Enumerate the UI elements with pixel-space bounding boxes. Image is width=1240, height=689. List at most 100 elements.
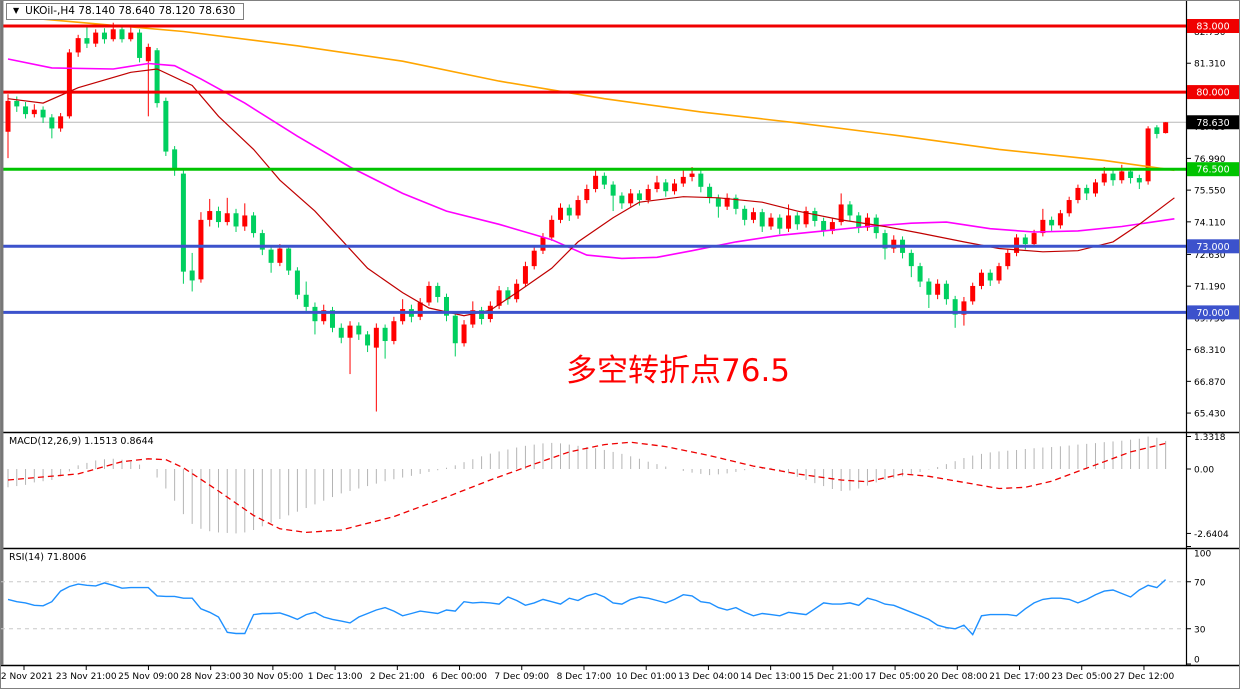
macd-scale-label: 1.3318 <box>1194 433 1226 443</box>
candle-body <box>882 233 888 249</box>
candle-body <box>110 29 116 40</box>
candle-body <box>935 283 941 295</box>
candle-body <box>145 46 151 62</box>
candle-body <box>829 222 835 231</box>
price-tick-label: 74.110 <box>1194 218 1226 228</box>
price-badge-label: 76.500 <box>1196 165 1229 176</box>
time-tick-label: 23 Dec 05:00 <box>1051 672 1112 682</box>
symbol-dropdown-icon[interactable]: ▼ <box>13 6 20 15</box>
candle-body <box>479 310 485 319</box>
candle-body <box>707 186 713 198</box>
candle-body <box>189 270 195 281</box>
candle-body <box>66 52 72 117</box>
time-tick-label: 7 Dec 09:00 <box>494 672 549 682</box>
candle-body <box>549 219 555 238</box>
candle-body <box>943 283 949 300</box>
annotation-text: 多空转折点76.5 <box>566 353 791 389</box>
candle-body <box>821 220 827 231</box>
candle-body <box>505 290 511 300</box>
candle-body <box>777 217 783 229</box>
candle-body <box>531 250 537 267</box>
candle-body <box>75 38 81 53</box>
candle-body <box>198 219 204 280</box>
time-tick-label: 22 Nov 2021 <box>1 672 53 682</box>
candle-body <box>470 310 476 325</box>
candle-body <box>663 182 669 192</box>
price-badge-label: 83.000 <box>1196 22 1229 33</box>
candle-body <box>268 249 274 263</box>
candle-body <box>435 285 441 297</box>
candle-body <box>1154 127 1160 134</box>
candle-body <box>575 200 581 216</box>
price-badge <box>1187 239 1239 254</box>
price-tick-label: 75.550 <box>1194 187 1226 197</box>
candle-body <box>1031 233 1037 245</box>
candle-body <box>742 208 748 220</box>
rsi-scale-label: 30 <box>1194 625 1206 635</box>
candle-body <box>601 175 607 185</box>
ma-slow-orange <box>7 15 1175 172</box>
candle-body <box>996 266 1002 281</box>
candle-body <box>1022 237 1028 245</box>
price-tick-label: 69.750 <box>1194 314 1226 324</box>
candle-body <box>391 321 397 342</box>
price-tick-label: 81.310 <box>1194 60 1226 70</box>
candle-body <box>689 173 695 177</box>
candle-body <box>1040 219 1046 234</box>
candle-body <box>1119 171 1125 181</box>
candle-body <box>294 270 300 295</box>
candle-body <box>1092 182 1098 194</box>
candle-body <box>522 266 528 284</box>
candle-body <box>356 325 362 335</box>
ma-medium-magenta <box>7 58 1175 260</box>
macd-scale-label: 0.00 <box>1194 466 1214 476</box>
candle-body <box>856 215 862 228</box>
candle-body <box>382 327 388 342</box>
candle-body <box>645 189 651 201</box>
time-tick-label: 13 Dec 04:00 <box>678 672 739 682</box>
candle-body <box>461 324 467 344</box>
candle-body <box>715 197 721 207</box>
macd-signal-line <box>7 441 1166 534</box>
price-tick-label: 65.430 <box>1194 410 1226 420</box>
price-tick-label: 71.190 <box>1194 283 1226 293</box>
candle-body <box>277 248 283 263</box>
price-badge <box>1187 115 1239 130</box>
candle-body <box>215 211 221 223</box>
candle-body <box>1066 200 1072 214</box>
candle-body <box>891 239 897 249</box>
price-badge <box>1187 305 1239 320</box>
candle-body <box>347 325 353 338</box>
candle-body <box>259 233 265 250</box>
candle-body <box>312 306 318 322</box>
candle-body <box>812 211 818 221</box>
candle-body <box>803 211 809 225</box>
candle-body <box>1163 122 1169 134</box>
time-tick-label: 23 Nov 21:00 <box>56 672 117 682</box>
ma-fast-darkred <box>7 68 1175 317</box>
candle-body <box>584 189 590 201</box>
candle-body <box>619 195 625 204</box>
candle-body <box>759 212 765 227</box>
candle-body <box>961 301 967 315</box>
price-badge <box>1187 162 1239 177</box>
rsi-scale-label: 0 <box>1194 656 1200 666</box>
candle-body <box>1136 178 1142 183</box>
candle-body <box>558 207 564 220</box>
time-tick-label: 30 Nov 05:00 <box>243 672 304 682</box>
candle-body <box>628 193 634 204</box>
candle-body <box>233 213 239 227</box>
candle-body <box>101 32 107 40</box>
candle-body <box>224 213 230 223</box>
candle-body <box>180 173 186 272</box>
candle-body <box>917 266 923 282</box>
candle-body <box>847 204 853 216</box>
time-tick-label: 10 Dec 01:00 <box>616 672 677 682</box>
candle-body <box>154 50 160 104</box>
candle-body <box>566 207 572 216</box>
candle-body <box>5 100 11 132</box>
candle-body <box>58 116 64 129</box>
price-badge-label: 78.630 <box>1196 118 1229 129</box>
price-tick-label: 66.870 <box>1194 378 1226 388</box>
